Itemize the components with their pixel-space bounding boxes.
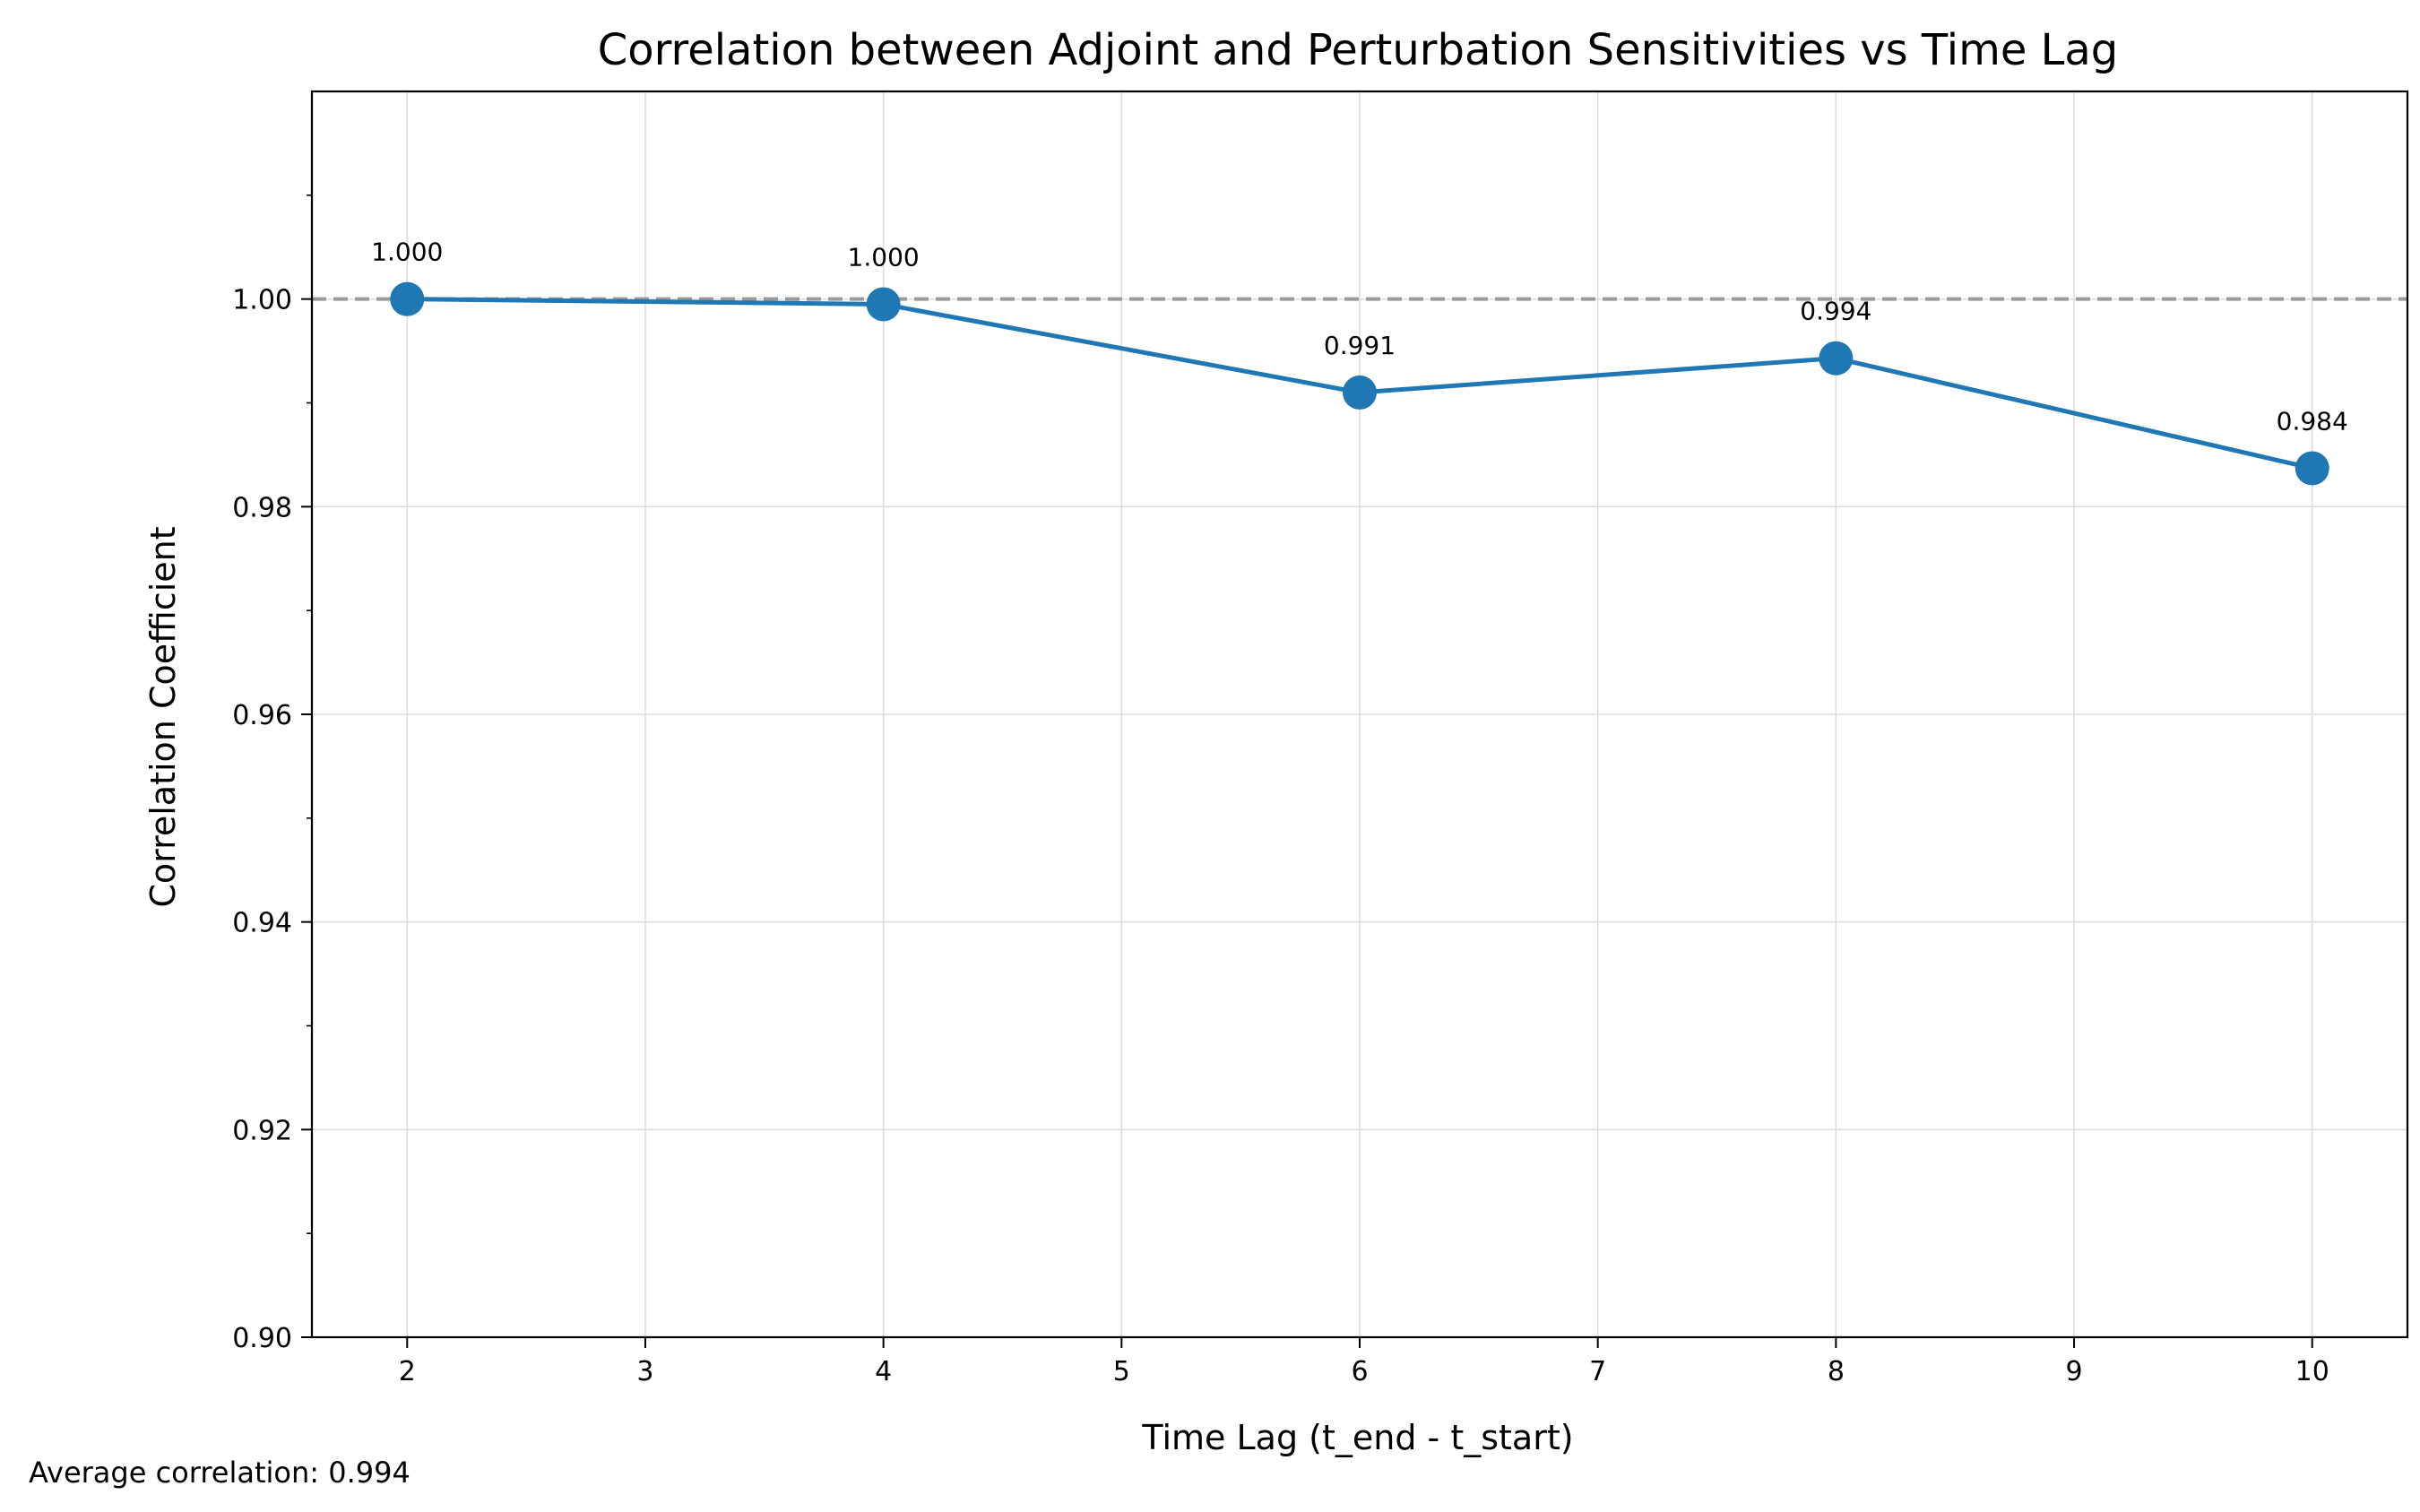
data-labels: 1.000 1.000 0.991 0.994 0.984 xyxy=(371,238,2348,436)
data-point xyxy=(390,281,425,316)
data-label: 0.991 xyxy=(1324,331,1396,360)
y-axis-label: Correlation Coefficient xyxy=(143,526,183,907)
data-label: 1.000 xyxy=(371,238,443,267)
chart-title: Correlation between Adjoint and Perturba… xyxy=(598,25,2119,75)
data-points xyxy=(390,281,2329,486)
x-tick-label: 2 xyxy=(399,1356,416,1387)
x-tick-label: 5 xyxy=(1113,1356,1130,1387)
data-label: 0.994 xyxy=(1800,297,1871,326)
x-tick-label: 8 xyxy=(1828,1356,1845,1387)
y-tick-label: 0.92 xyxy=(232,1115,292,1146)
data-point xyxy=(866,287,901,322)
y-tick-label: 0.98 xyxy=(232,492,292,523)
data-point xyxy=(1819,341,1854,376)
x-tick-label: 3 xyxy=(636,1356,653,1387)
y-tick-label: 0.90 xyxy=(232,1323,292,1354)
x-tick-label: 4 xyxy=(875,1356,892,1387)
x-tick-label: 6 xyxy=(1351,1356,1368,1387)
y-axis-ticks: 0.90 0.92 0.94 0.96 0.98 1.00 xyxy=(232,194,312,1354)
x-tick-label: 10 xyxy=(2295,1356,2329,1387)
x-axis-label: Time Lag (t_end - t_start) xyxy=(1141,1418,1573,1457)
y-tick-label: 0.96 xyxy=(232,700,292,731)
y-tick-label: 1.00 xyxy=(232,285,292,316)
average-correlation-note: Average correlation: 0.994 xyxy=(29,1456,411,1490)
data-label: 0.984 xyxy=(2277,406,2348,436)
x-axis-ticks: 2 3 4 5 6 7 8 9 10 xyxy=(399,1337,2329,1387)
data-point xyxy=(2295,451,2329,486)
data-point xyxy=(1343,375,1377,410)
y-tick-label: 0.94 xyxy=(232,908,292,939)
x-tick-label: 9 xyxy=(2065,1356,2082,1387)
x-tick-label: 7 xyxy=(1589,1356,1606,1387)
data-label: 1.000 xyxy=(848,242,920,272)
